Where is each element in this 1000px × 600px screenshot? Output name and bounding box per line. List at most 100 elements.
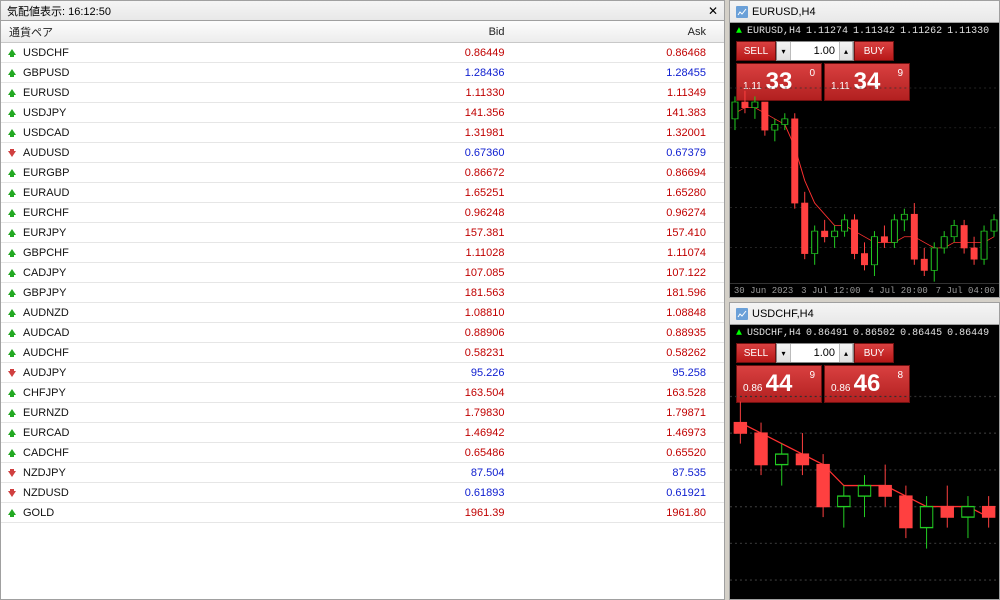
chart1-ohlc-c: 1.11330 <box>947 26 989 37</box>
ask-value: 0.88935 <box>523 327 725 339</box>
symbol-label: GBPUSD <box>23 67 69 79</box>
quote-row[interactable]: NZDJPY87.50487.535 <box>1 463 724 483</box>
buy-button[interactable]: BUY <box>854 343 894 363</box>
chart2-titlebar: USDCHF,H4 <box>730 303 999 325</box>
bid-value: 0.58231 <box>321 347 523 359</box>
symbol-label: EURNZD <box>23 407 69 419</box>
bid-value: 1.08810 <box>321 307 523 319</box>
arrow-up-icon <box>7 508 17 518</box>
quote-row[interactable]: EURAUD 1.652511.65280 <box>1 183 724 203</box>
chart2-canvas[interactable] <box>730 383 999 599</box>
arrow-up-icon <box>7 188 17 198</box>
symbol-label: NZDUSD <box>23 487 69 499</box>
quote-row[interactable]: USDJPY 141.356141.383 <box>1 103 724 123</box>
bid-value: 0.61893 <box>321 487 523 499</box>
quote-row[interactable]: USDCHF0.864490.86468 <box>1 43 724 63</box>
quote-row[interactable]: EURJPY 157.381157.410 <box>1 223 724 243</box>
symbol-label: EURJPY <box>23 227 66 239</box>
chart2-body[interactable]: ▲ USDCHF,H4 0.86491 0.86502 0.86445 0.86… <box>730 325 999 599</box>
chart1-ohlc-h: 1.11342 <box>853 26 895 37</box>
quote-row[interactable]: CHFJPY163.504163.528 <box>1 383 724 403</box>
quote-row[interactable]: GOLD1961.391961.80 <box>1 503 724 523</box>
chart1-ohlc-o: 1.11274 <box>806 26 848 37</box>
buy-button[interactable]: BUY <box>854 41 894 61</box>
quote-row[interactable]: AUDCAD0.889060.88935 <box>1 323 724 343</box>
quote-row[interactable]: AUDUSD0.673600.67379 <box>1 143 724 163</box>
chart1-ohlc-l: 1.11262 <box>900 26 942 37</box>
quote-row[interactable]: AUDNZD1.088101.08848 <box>1 303 724 323</box>
ask-value: 141.383 <box>523 107 725 119</box>
volume-up-stepper[interactable]: ▴ <box>839 344 853 362</box>
ask-value: 107.122 <box>523 267 725 279</box>
bid-value: 1.28436 <box>321 67 523 79</box>
volume-up-stepper[interactable]: ▴ <box>839 42 853 60</box>
chart2-ohlc: ▲ USDCHF,H4 0.86491 0.86502 0.86445 0.86… <box>730 325 999 341</box>
quote-row[interactable]: NZDUSD 0.618930.61921 <box>1 483 724 503</box>
symbol-label: AUDCHF <box>23 347 69 359</box>
up-arrow-icon: ▲ <box>736 328 742 339</box>
sell-button[interactable]: SELL <box>736 41 776 61</box>
col-ask[interactable]: Ask <box>523 26 725 38</box>
symbol-label: CADCHF <box>23 447 69 459</box>
quote-row[interactable]: GBPCHF1.110281.11074 <box>1 243 724 263</box>
col-bid[interactable]: Bid <box>321 26 523 38</box>
quote-row[interactable]: EURNZD1.798301.79871 <box>1 403 724 423</box>
volume-down-stepper[interactable]: ▾ <box>777 344 791 362</box>
arrow-up-icon <box>7 308 17 318</box>
symbol-label: EURAUD <box>23 187 69 199</box>
ask-value: 0.61921 <box>523 487 725 499</box>
close-icon[interactable]: ✕ <box>708 4 718 18</box>
arrow-down-icon <box>7 488 17 498</box>
ask-value: 1.32001 <box>523 127 725 139</box>
quote-row[interactable]: GBPUSD1.284361.28455 <box>1 63 724 83</box>
arrow-up-icon <box>7 228 17 238</box>
quote-row[interactable]: CADJPY107.085107.122 <box>1 263 724 283</box>
bid-value: 0.86672 <box>321 167 523 179</box>
symbol-label: AUDJPY <box>23 367 66 379</box>
arrow-up-icon <box>7 208 17 218</box>
quote-row[interactable]: EURGBP0.866720.86694 <box>1 163 724 183</box>
ask-value: 1.79871 <box>523 407 725 419</box>
chart1-body[interactable]: ▲ EURUSD,H4 1.11274 1.11342 1.11262 1.11… <box>730 23 999 297</box>
quote-row[interactable]: USDCAD1.319811.32001 <box>1 123 724 143</box>
bid-value: 141.356 <box>321 107 523 119</box>
ask-value: 0.86468 <box>523 47 725 59</box>
volume-input[interactable] <box>791 42 839 60</box>
bid-value: 157.381 <box>321 227 523 239</box>
col-symbol[interactable]: 通貨ペア <box>1 24 321 40</box>
volume-down-stepper[interactable]: ▾ <box>777 42 791 60</box>
bid-value: 0.88906 <box>321 327 523 339</box>
quote-row[interactable]: EURCHF0.962480.96274 <box>1 203 724 223</box>
quote-row[interactable]: AUDJPY95.22695.258 <box>1 363 724 383</box>
quote-row[interactable]: AUDCHF0.582310.58262 <box>1 343 724 363</box>
chart1-ohlc-label: EURUSD,H4 <box>747 26 801 37</box>
arrow-up-icon <box>7 288 17 298</box>
ask-value: 95.258 <box>523 367 725 379</box>
quote-row[interactable]: GBPJPY181.563181.596 <box>1 283 724 303</box>
ask-value: 163.528 <box>523 387 725 399</box>
bid-value: 0.65486 <box>321 447 523 459</box>
sell-pip: 0 <box>809 68 815 79</box>
bid-value: 1.31981 <box>321 127 523 139</box>
quote-table: 通貨ペア Bid Ask USDCHF0.864490.86468 GBPUSD 1… <box>1 21 724 599</box>
symbol-label: GOLD <box>23 507 54 519</box>
chart2-ohlc-c: 0.86449 <box>947 328 989 339</box>
arrow-up-icon <box>7 328 17 338</box>
sell-button[interactable]: SELL <box>736 343 776 363</box>
symbol-label: AUDNZD <box>23 307 69 319</box>
arrow-down-icon <box>7 468 17 478</box>
volume-input[interactable] <box>791 344 839 362</box>
symbol-label: EURCAD <box>23 427 69 439</box>
chart1-xaxis: 30 Jun 20233 Jul 12:004 Jul 20:007 Jul 0… <box>730 283 999 297</box>
chart1-canvas[interactable] <box>730 81 999 297</box>
ask-value: 181.596 <box>523 287 725 299</box>
sell-pip: 9 <box>809 370 815 381</box>
quote-row[interactable]: EURCAD1.469421.46973 <box>1 423 724 443</box>
quote-row[interactable]: EURUSD1.113301.11349 <box>1 83 724 103</box>
quote-row[interactable]: CADCHF0.654860.65520 <box>1 443 724 463</box>
bid-value: 0.96248 <box>321 207 523 219</box>
ask-value: 157.410 <box>523 227 725 239</box>
bid-value: 1.65251 <box>321 187 523 199</box>
symbol-label: USDJPY <box>23 107 66 119</box>
ask-value: 1.65280 <box>523 187 725 199</box>
